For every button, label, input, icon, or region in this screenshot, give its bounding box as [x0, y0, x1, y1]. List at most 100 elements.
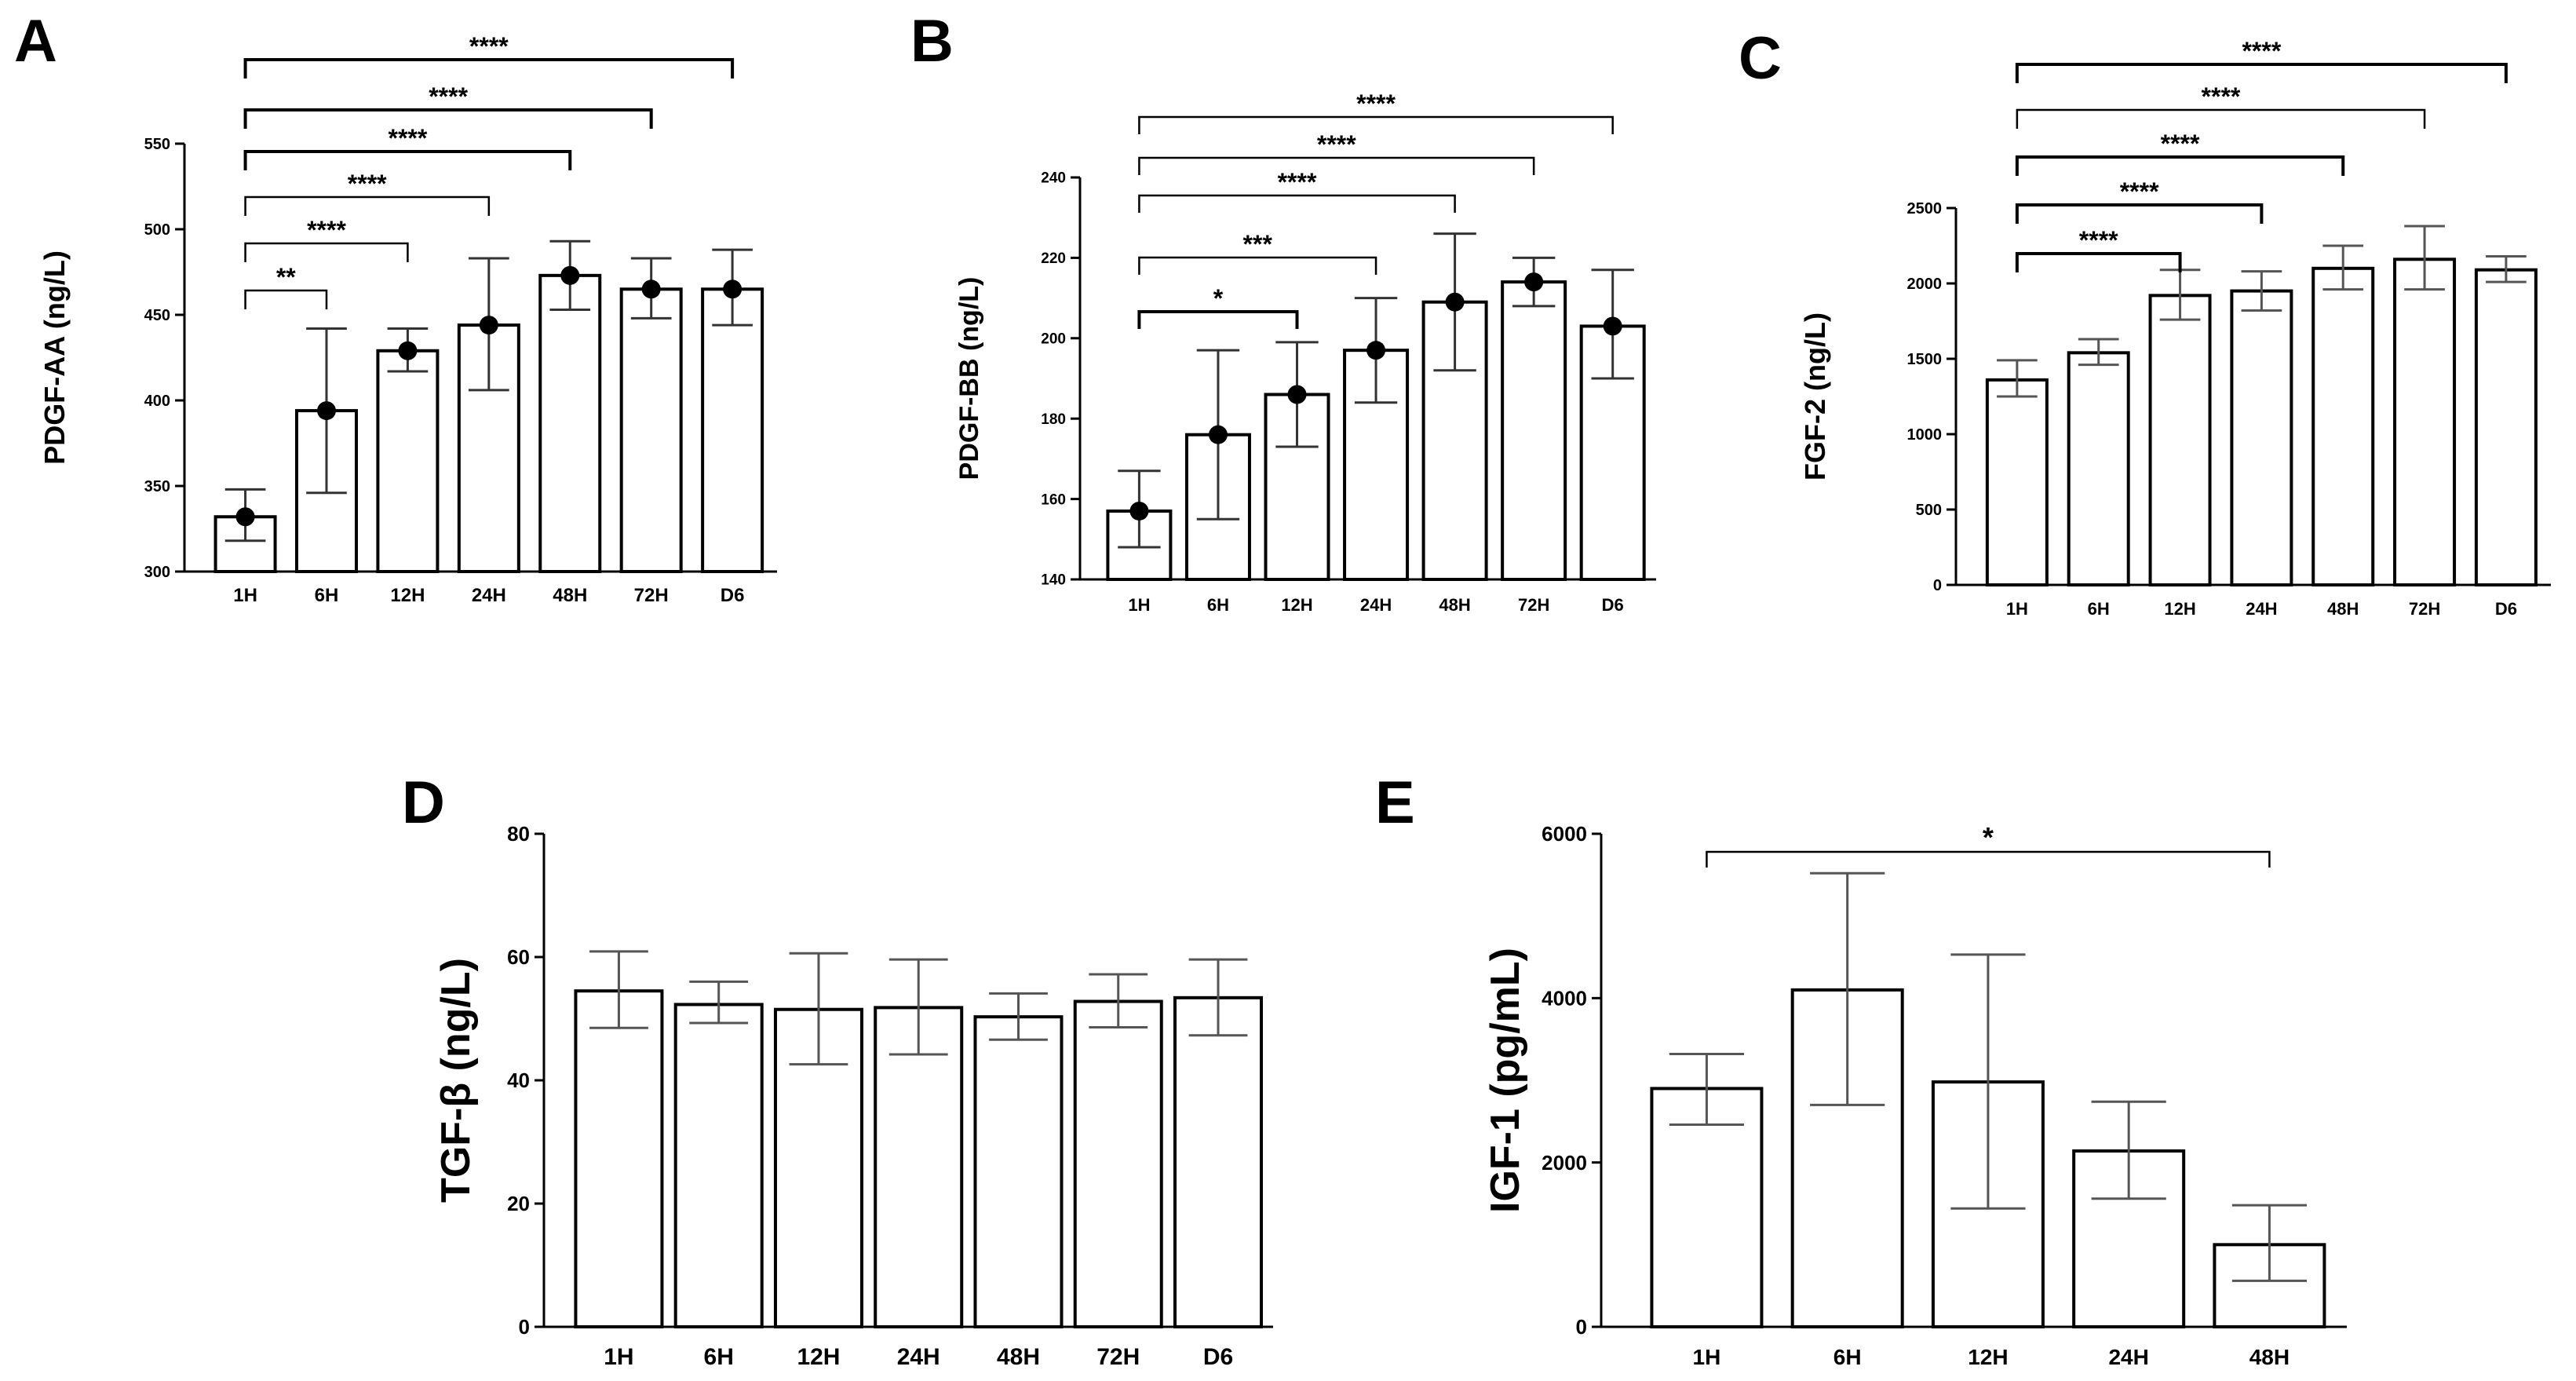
y-axis-title: TGF-β (ng/L) — [433, 958, 479, 1203]
bracket-line — [2015, 155, 2345, 176]
mean-marker — [316, 401, 336, 421]
significance-bracket: **** — [243, 32, 735, 79]
y-tick-label: 2500 — [1907, 200, 1943, 217]
y-tick-label: 500 — [1916, 502, 1942, 519]
significance-label: * — [1213, 284, 1224, 312]
significance-label: * — [1983, 821, 1994, 853]
x-tick-label: 72H — [1096, 1344, 1140, 1370]
x-tick-label: D6 — [2495, 599, 2517, 619]
significance-label: **** — [348, 170, 387, 198]
x-tick-label: 24H — [897, 1344, 940, 1370]
bar — [1501, 280, 1567, 581]
bar — [2067, 351, 2130, 586]
x-tick-label: 12H — [2164, 599, 2195, 619]
bar — [2230, 289, 2293, 586]
x-tick-label: 24H — [472, 585, 506, 606]
x-tick-label: 1H — [604, 1344, 633, 1370]
mean-marker — [1524, 272, 1544, 292]
significance-label: *** — [1243, 230, 1273, 258]
bracket-line — [1138, 256, 1377, 275]
significance-bracket: **** — [2016, 82, 2426, 129]
mean-marker — [1445, 292, 1465, 312]
significance-label: **** — [2242, 37, 2281, 65]
y-tick-label: 4000 — [1542, 986, 1587, 1010]
y-tick-label: 1000 — [1907, 426, 1943, 444]
bar — [2393, 258, 2457, 586]
mean-marker — [723, 279, 743, 299]
significance-label: **** — [469, 32, 509, 60]
y-axis-title: IGF-1 (pg/mL) — [1483, 948, 1528, 1213]
x-tick-label: 6H — [704, 1344, 734, 1370]
bracket-line — [2015, 63, 2508, 83]
significance-bracket: * — [1706, 821, 2271, 868]
y-axis-title: PDGF-BB (ng/L) — [954, 277, 984, 480]
mean-marker — [1603, 316, 1622, 336]
y-tick-label: 0 — [519, 1315, 530, 1339]
panel-letter: E — [1375, 769, 1415, 836]
y-tick-label: 2000 — [1542, 1151, 1587, 1175]
x-tick-label: 12H — [390, 585, 425, 606]
bar — [874, 1006, 964, 1328]
x-tick-label: 48H — [2249, 1345, 2290, 1369]
significance-label: **** — [2161, 130, 2200, 158]
y-tick-label: 40 — [507, 1069, 530, 1092]
y-tick-label: 60 — [507, 945, 530, 969]
bracket-line — [243, 150, 572, 170]
x-tick-label: 12H — [1281, 595, 1312, 615]
y-tick-label: 400 — [144, 393, 170, 410]
panel-a: A 300 350 400 450 500 550 PDGF-AA (ng/L) 1H 6H 12H… — [14, 8, 777, 606]
panel-b: B 140 160 180 200 220 240 PDGF-BB (ng/L) 1H 6H 12H… — [910, 8, 1656, 615]
bar — [1985, 378, 2049, 586]
y-tick-label: 180 — [1041, 411, 1066, 428]
y-tick-label: 1500 — [1907, 351, 1943, 368]
significance-label: **** — [2079, 226, 2118, 254]
significance-label: **** — [1356, 90, 1396, 118]
bracket-line — [1706, 850, 2271, 868]
x-tick-label: 48H — [2327, 599, 2359, 619]
significance-bracket: **** — [1138, 130, 1535, 175]
significance-label: ** — [276, 263, 296, 291]
y-tick-label: 160 — [1041, 491, 1066, 508]
bracket-line — [1138, 115, 1614, 134]
panel-letter: B — [910, 8, 954, 75]
panel-letter: A — [14, 8, 57, 75]
mean-marker — [1129, 501, 1149, 521]
y-tick-label: 6000 — [1542, 822, 1587, 846]
x-tick-label: 1H — [2006, 599, 2028, 619]
x-tick-label: 24H — [2108, 1345, 2148, 1369]
y-tick-label: 450 — [144, 307, 170, 324]
bracket-line — [243, 108, 653, 129]
x-tick-label: 48H — [997, 1344, 1040, 1370]
x-tick-label: D6 — [1203, 1344, 1233, 1370]
significance-bracket: *** — [1138, 230, 1377, 275]
bracket-line — [1137, 310, 1299, 329]
x-tick-label: 1H — [1693, 1345, 1721, 1369]
significance-bracket: ** — [244, 263, 328, 309]
bar — [376, 349, 440, 573]
bar — [619, 287, 683, 573]
panel-e: E 0 2000 4000 6000 IGF-1 (pg/mL) 1H 6H 12H 24H 48H… — [1375, 769, 2347, 1369]
bar — [2148, 294, 2212, 586]
significance-bracket: **** — [2015, 130, 2345, 176]
x-tick-label: 6H — [315, 585, 339, 606]
x-tick-label: 72H — [634, 585, 669, 606]
significance-bracket: **** — [2015, 177, 2264, 224]
y-tick-label: 20 — [507, 1192, 530, 1215]
bracket-line — [244, 195, 491, 216]
bar — [1073, 999, 1163, 1329]
panel-letter: D — [402, 769, 445, 836]
y-tick-label: 500 — [144, 221, 170, 239]
significance-bracket: * — [1137, 284, 1299, 329]
x-tick-label: 48H — [1439, 595, 1470, 615]
bracket-line — [243, 58, 735, 79]
significance-bracket: **** — [1138, 168, 1456, 213]
mean-marker — [1366, 341, 1386, 360]
significance-bracket: **** — [2015, 37, 2508, 83]
y-tick-label: 220 — [1041, 250, 1066, 267]
bar — [538, 273, 602, 573]
bracket-line — [2015, 252, 2182, 272]
panel-c: C 0 500 1000 1500 2000 2500 FGF-2 (ng/L) 1H 6H 12H… — [1739, 25, 2551, 619]
bar — [673, 1003, 764, 1328]
mean-marker — [1287, 385, 1307, 404]
x-tick-label: 72H — [2409, 599, 2440, 619]
